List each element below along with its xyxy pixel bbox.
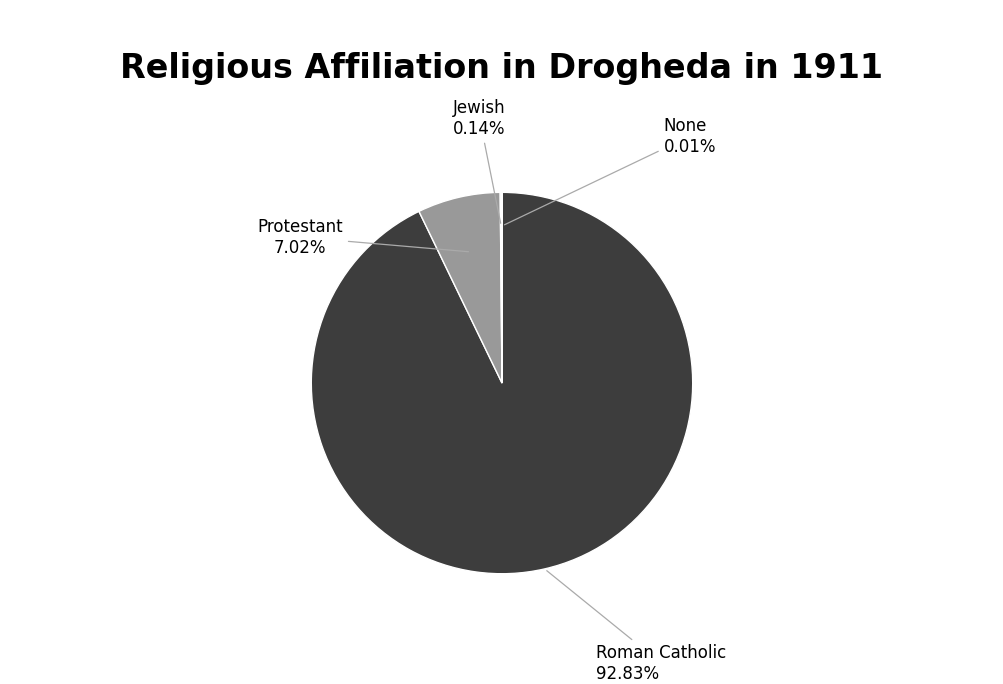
Wedge shape xyxy=(418,192,502,383)
Wedge shape xyxy=(499,192,502,383)
Text: Jewish
0.14%: Jewish 0.14% xyxy=(452,99,506,223)
Title: Religious Affiliation in Drogheda in 1911: Religious Affiliation in Drogheda in 191… xyxy=(120,51,883,85)
Text: Protestant
7.02%: Protestant 7.02% xyxy=(257,218,468,256)
Text: Roman Catholic
92.83%: Roman Catholic 92.83% xyxy=(547,570,726,683)
Text: None
0.01%: None 0.01% xyxy=(504,117,715,225)
Wedge shape xyxy=(311,192,692,574)
